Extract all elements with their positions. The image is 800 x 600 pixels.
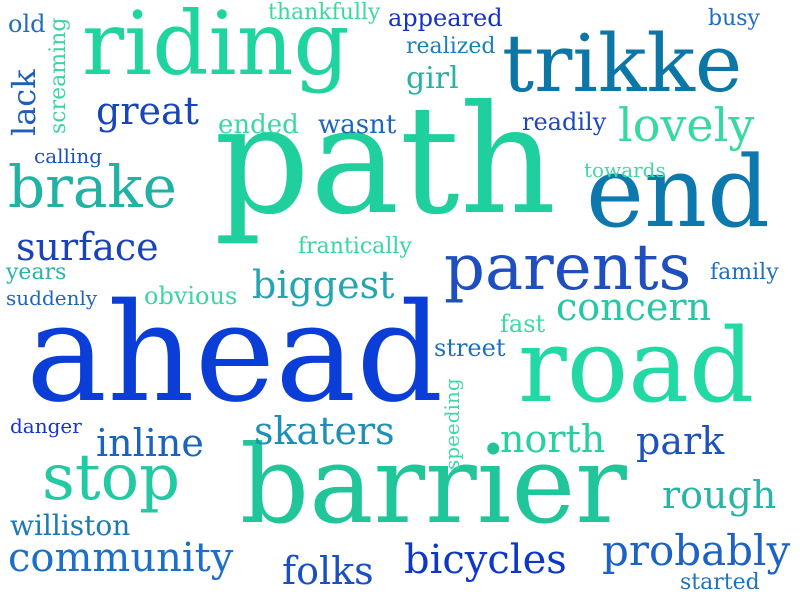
word-brake: brake [8, 153, 177, 221]
word-parents: parents [444, 231, 692, 305]
word-inline: inline [96, 421, 204, 465]
word-girl: girl [406, 61, 459, 96]
word-lack: lack [5, 69, 43, 136]
word-thankfully: thankfully [268, 0, 381, 25]
word-danger: danger [10, 414, 82, 438]
word-folks: folks [282, 549, 374, 593]
word-old: old [8, 10, 46, 38]
word-wasnt: wasnt [318, 110, 397, 140]
word-ahead: ahead [26, 275, 444, 433]
word-family: family [710, 260, 779, 285]
word-realized: realized [406, 34, 496, 59]
word-great: great [96, 89, 199, 133]
word-community: community [8, 535, 234, 581]
word-end: end [586, 136, 770, 250]
word-stop: stop [42, 441, 181, 515]
word-skaters: skaters [254, 409, 395, 453]
word-years: years [6, 260, 67, 285]
word-obvious: obvious [144, 282, 238, 310]
word-barrier: barrier [240, 423, 627, 548]
word-williston: williston [10, 509, 131, 542]
word-probably: probably [602, 526, 791, 575]
word-trikke: trikke [502, 17, 743, 110]
word-appeared: appeared [388, 4, 503, 32]
word-path: path [214, 74, 557, 248]
word-fast: fast [500, 310, 546, 338]
word-busy: busy [708, 6, 760, 31]
word-started: started [680, 570, 760, 595]
word-park: park [636, 419, 725, 463]
word-biggest: biggest [252, 263, 395, 307]
word-calling: calling [34, 144, 102, 168]
word-ended: ended [218, 110, 299, 140]
word-frantically: frantically [298, 234, 412, 259]
word-concern: concern [556, 285, 712, 329]
word-lovely: lovely [618, 98, 755, 152]
word-riding: riding [82, 0, 350, 95]
word-road: road [518, 307, 755, 426]
word-readily: readily [522, 108, 607, 136]
word-street: street [434, 334, 506, 362]
word-surface: surface [16, 225, 159, 269]
word-rough: rough [662, 473, 777, 517]
word-north: north [500, 417, 606, 461]
word-speeding: speeding [440, 378, 464, 470]
word-bicycles: bicycles [404, 537, 567, 583]
word-screaming: screaming [46, 17, 71, 134]
word-towards: towards [584, 158, 666, 182]
word-suddenly: suddenly [6, 286, 98, 310]
